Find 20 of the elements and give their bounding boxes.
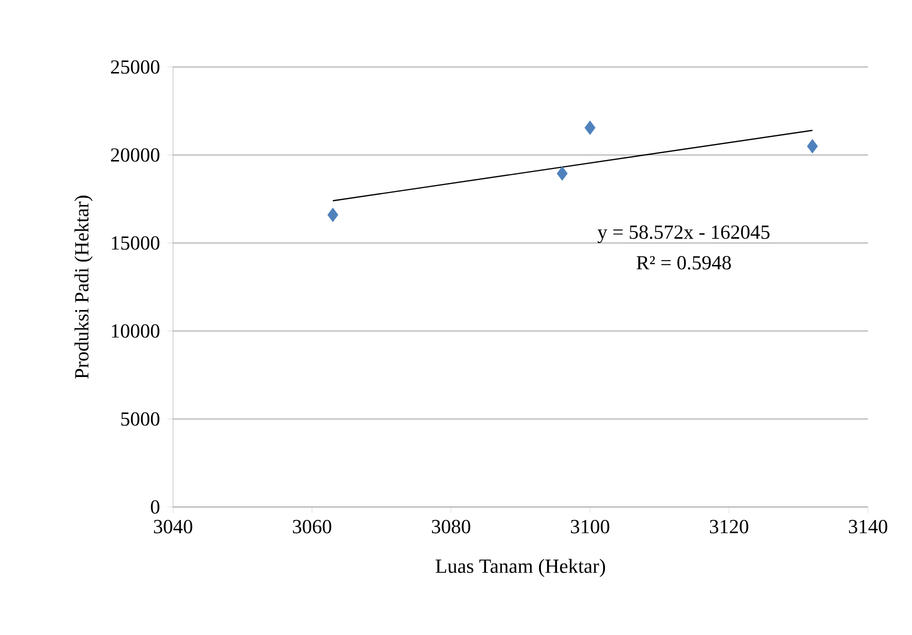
point: [556, 166, 568, 181]
y-tick-label: 5000: [121, 412, 160, 426]
x-axis-title: Luas Tanam (Hektar): [436, 558, 606, 578]
y-tick-label: 10000: [112, 324, 160, 338]
annotation: R² = 0.5948: [636, 256, 731, 270]
annotation: y = 58.572x - 162045: [598, 225, 770, 244]
point: [584, 120, 596, 135]
y-tick-label: 25000: [111, 60, 160, 74]
y-tick-label: 0: [150, 500, 160, 514]
x-tick-label: 3060: [292, 520, 332, 534]
x-tick-label: 3080: [432, 520, 470, 534]
x-tick-label: 3140: [848, 520, 888, 534]
x-tick-label: 3100: [570, 520, 610, 534]
point: [327, 208, 338, 222]
y-tick-label: 20000: [111, 148, 160, 162]
y-axis-title: Produksi Padi (Hektar): [74, 196, 93, 379]
point: [806, 139, 818, 154]
x-tick-label: 3120: [710, 520, 748, 534]
x-tick-label: 3040: [154, 520, 192, 534]
y-tick-label: 15000: [112, 236, 160, 250]
